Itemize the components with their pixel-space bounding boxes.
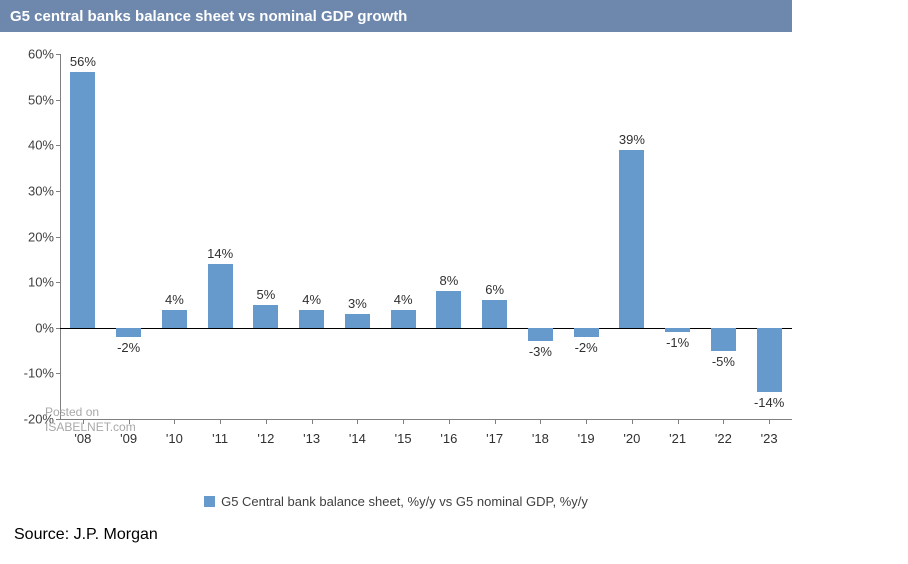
x-tick-label: '15 [395,419,412,446]
x-tick-label: '22 [715,419,732,446]
bar [619,150,644,328]
y-tick-mark [56,191,60,192]
bar [757,328,782,392]
bar-value-label: 5% [256,287,275,302]
legend-label: G5 Central bank balance sheet, %y/y vs G… [221,494,588,509]
watermark-line2: ISABELNET.com [45,420,136,434]
x-tick-label: '11 [212,419,228,446]
bar-value-label: 39% [619,132,645,147]
y-tick-mark [56,145,60,146]
plot-area: -20%-10%0%10%20%30%40%50%60%56%'08-2%'09… [60,54,792,419]
source-text: Source: J.P. Morgan [14,526,158,544]
chart-title-bar: G5 central banks balance sheet vs nomina… [0,0,792,32]
x-tick-label: '18 [532,419,549,446]
bar [482,300,507,327]
watermark-line1: Posted on [45,405,136,419]
bar-value-label: 4% [165,292,184,307]
bar-value-label: -2% [117,340,140,355]
legend-swatch [204,496,215,507]
y-axis-line [60,54,61,419]
y-tick-mark [56,100,60,101]
y-tick-mark [56,237,60,238]
bar-value-label: 4% [302,292,321,307]
x-tick-label: '16 [440,419,457,446]
bar [391,310,416,328]
bar-value-label: -5% [712,354,735,369]
bar [711,328,736,351]
y-tick-mark [56,373,60,374]
x-tick-label: '10 [166,419,183,446]
x-tick-label: '19 [578,419,595,446]
bar [299,310,324,328]
x-tick-label: '21 [669,419,686,446]
chart-container: -20%-10%0%10%20%30%40%50%60%56%'08-2%'09… [0,44,792,454]
chart-title: G5 central banks balance sheet vs nomina… [10,8,407,25]
x-tick-label: '20 [623,419,640,446]
bar [253,305,278,328]
plot-bottom-line [60,419,792,420]
bar [574,328,599,337]
bar [436,291,461,328]
x-tick-label: '12 [257,419,274,446]
bar-value-label: 8% [439,273,458,288]
bar [162,310,187,328]
bar-value-label: 14% [207,246,233,261]
bar-value-label: 56% [70,54,96,69]
x-tick-label: '17 [486,419,503,446]
bar-value-label: 3% [348,296,367,311]
y-tick-label: -10% [24,366,60,381]
bar-value-label: -1% [666,335,689,350]
bar [528,328,553,342]
legend: G5 Central bank balance sheet, %y/y vs G… [0,494,792,509]
bar-value-label: -14% [754,395,784,410]
bar [665,328,690,333]
watermark: Posted on ISABELNET.com [45,405,136,434]
bar-value-label: -2% [575,340,598,355]
bar [208,264,233,328]
x-tick-label: '13 [303,419,320,446]
y-tick-mark [56,282,60,283]
bar [116,328,141,337]
bar-value-label: -3% [529,344,552,359]
bar-value-label: 4% [394,292,413,307]
bar [70,72,95,328]
bar-value-label: 6% [485,282,504,297]
bar [345,314,370,328]
y-tick-mark [56,54,60,55]
x-tick-label: '23 [761,419,778,446]
x-tick-label: '14 [349,419,366,446]
